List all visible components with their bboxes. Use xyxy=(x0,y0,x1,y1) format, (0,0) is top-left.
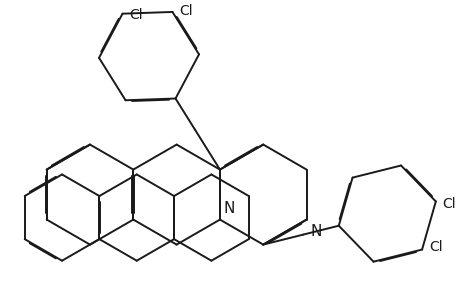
Text: Cl: Cl xyxy=(442,197,455,211)
Text: N: N xyxy=(310,224,321,238)
Text: Cl: Cl xyxy=(428,240,442,254)
Text: Cl: Cl xyxy=(179,4,193,18)
Text: Cl: Cl xyxy=(129,8,143,22)
Text: N: N xyxy=(224,201,235,216)
